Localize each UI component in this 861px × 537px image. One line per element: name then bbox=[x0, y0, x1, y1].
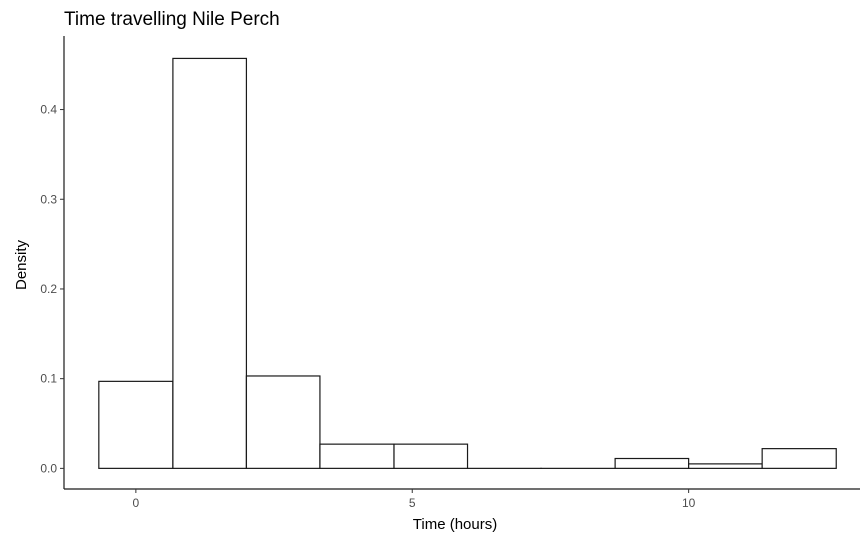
chart-title: Time travelling Nile Perch bbox=[64, 9, 280, 30]
y-axis-ticks: 0.0 0.1 0.2 0.3 0.4 bbox=[40, 103, 64, 475]
x-tick-label: 5 bbox=[409, 496, 416, 510]
histogram-bar-5 bbox=[393, 443, 469, 469]
y-tick-label: 0.2 bbox=[40, 282, 57, 296]
y-tick-label: 0.1 bbox=[40, 372, 57, 386]
histogram-bar-8 bbox=[614, 457, 690, 469]
y-tick-label: 0.0 bbox=[40, 461, 57, 475]
histogram-bar-4 bbox=[319, 443, 395, 469]
y-tick-label: 0.3 bbox=[40, 192, 57, 206]
x-tick-label: 10 bbox=[682, 496, 696, 510]
x-axis-ticks: 0 5 10 bbox=[133, 489, 696, 510]
histogram-bar-2 bbox=[172, 57, 248, 469]
y-axis-title: Density bbox=[13, 239, 30, 290]
histogram-bar-3 bbox=[245, 375, 321, 469]
histogram-bar-1 bbox=[98, 380, 174, 469]
y-tick-label: 0.4 bbox=[40, 103, 57, 117]
histogram-bar-9 bbox=[688, 463, 763, 469]
histogram-bar-10 bbox=[761, 448, 837, 469]
x-axis-title: Time (hours) bbox=[413, 516, 497, 533]
histogram-bars bbox=[98, 57, 837, 469]
x-tick-label: 0 bbox=[133, 496, 140, 510]
